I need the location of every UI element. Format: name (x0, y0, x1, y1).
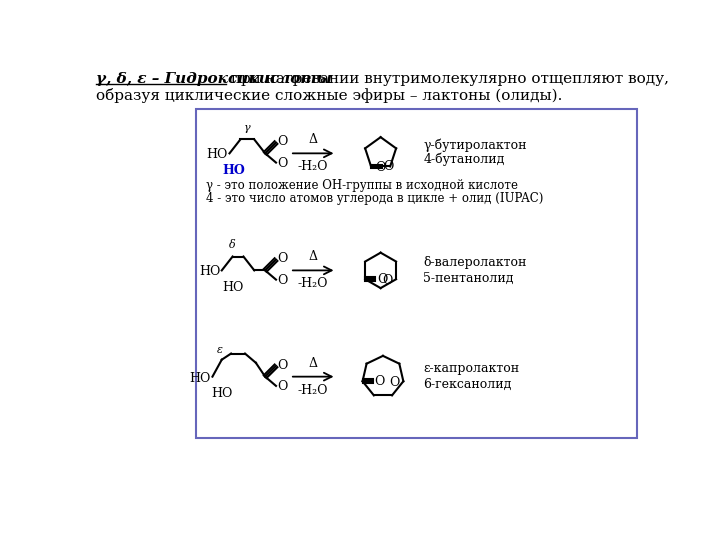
Text: HO: HO (207, 148, 228, 161)
Text: δ: δ (229, 240, 236, 251)
Text: образуя циклические сложные эфиры – лактоны (олиды).: образуя циклические сложные эфиры – лакт… (96, 88, 562, 103)
Text: HO: HO (222, 164, 246, 177)
Text: HO: HO (199, 266, 220, 279)
Text: γ - это положение OH-группы в исходной кислоте: γ - это положение OH-группы в исходной к… (206, 179, 518, 192)
Text: O: O (375, 161, 385, 174)
Text: ε-капролактон: ε-капролактон (423, 362, 519, 375)
Text: 4-бутанолид: 4-бутанолид (423, 153, 505, 166)
Text: ε: ε (217, 345, 223, 355)
Text: -H₂O: -H₂O (298, 160, 328, 173)
Text: при нагревании внутримолекулярно отщепляют воду,: при нагревании внутримолекулярно отщепля… (226, 72, 670, 86)
Text: O: O (277, 380, 288, 393)
Text: Δ: Δ (309, 251, 318, 264)
Text: O: O (382, 274, 392, 287)
Text: HO: HO (189, 372, 211, 384)
Text: O: O (374, 375, 384, 388)
Text: δ-валеролактон: δ-валеролактон (423, 256, 526, 269)
Text: γ-бутиролактон: γ-бутиролактон (423, 139, 527, 152)
Text: 4 - это число атомов углерода в цикле + олид (IUPAC): 4 - это число атомов углерода в цикле + … (206, 192, 544, 205)
Text: O: O (277, 136, 288, 148)
Text: HO: HO (211, 387, 233, 401)
Text: O: O (384, 160, 394, 173)
Text: O: O (277, 359, 288, 372)
Text: -H₂O: -H₂O (298, 383, 328, 396)
Text: O: O (277, 274, 288, 287)
Bar (196, 109, 637, 438)
Text: HO: HO (222, 281, 243, 294)
Text: γ: γ (244, 123, 251, 133)
Text: Δ: Δ (309, 133, 318, 146)
Text: O: O (377, 273, 387, 286)
Text: 6-гексанолид: 6-гексанолид (423, 378, 512, 391)
Text: -H₂O: -H₂O (298, 278, 328, 291)
Text: 5-пентанолид: 5-пентанолид (423, 272, 514, 285)
Text: O: O (277, 252, 288, 265)
Text: Δ: Δ (309, 357, 318, 370)
Text: O: O (389, 376, 400, 389)
Text: γ, δ, ε – Гидроксикислоты: γ, δ, ε – Гидроксикислоты (96, 72, 332, 86)
Text: O: O (277, 157, 288, 170)
